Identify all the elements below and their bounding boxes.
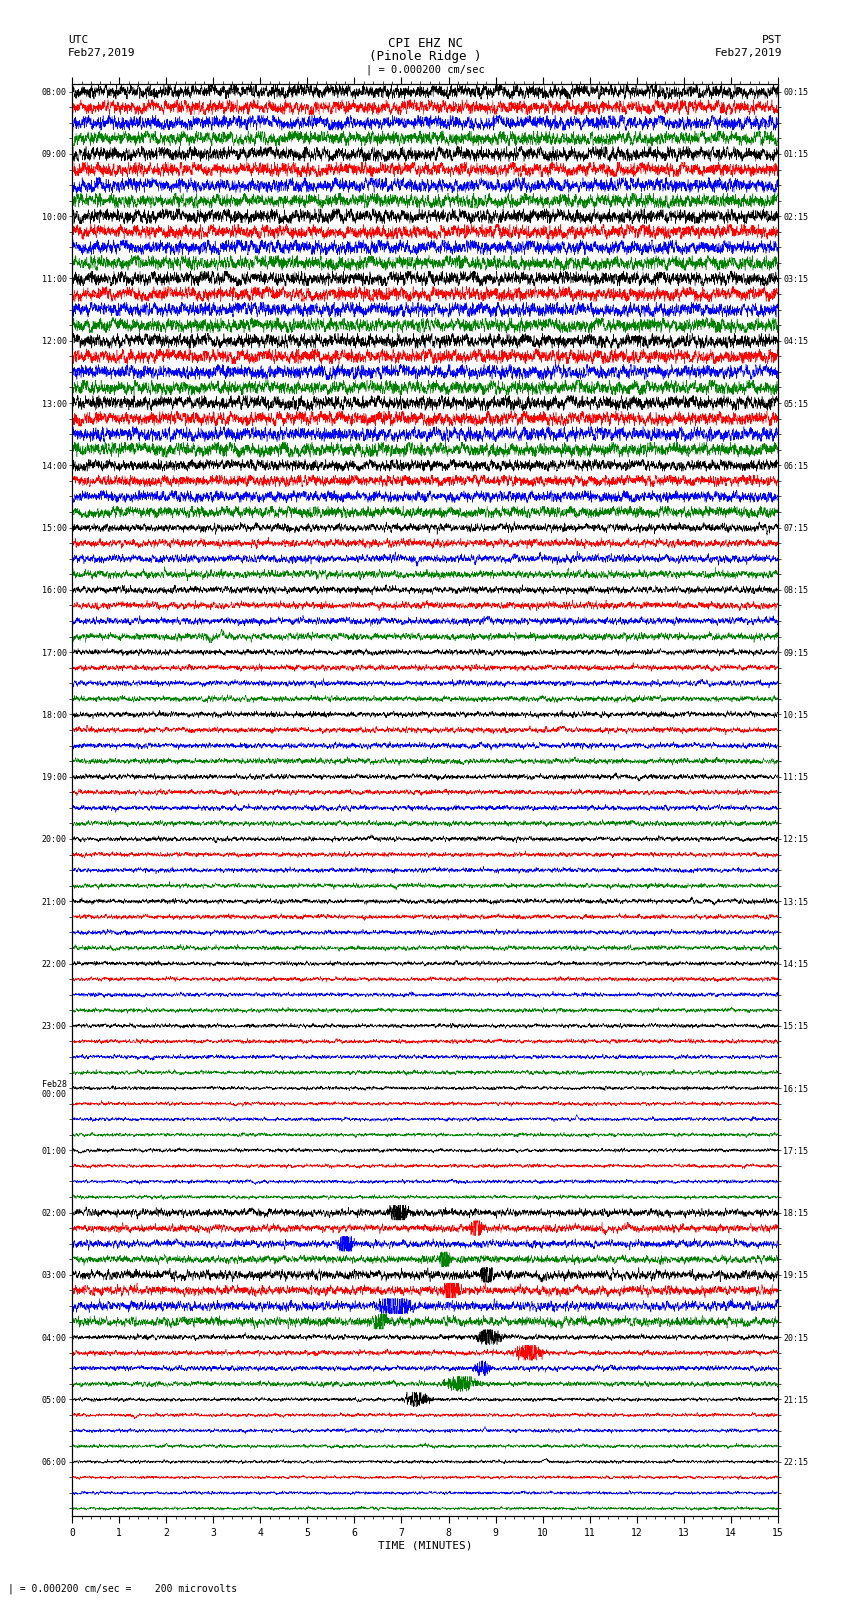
Text: (Pinole Ridge ): (Pinole Ridge ) <box>369 50 481 63</box>
Text: PST: PST <box>762 35 782 45</box>
Text: Feb27,2019: Feb27,2019 <box>68 48 135 58</box>
Text: | = 0.000200 cm/sec: | = 0.000200 cm/sec <box>366 65 484 76</box>
X-axis label: TIME (MINUTES): TIME (MINUTES) <box>377 1540 473 1550</box>
Text: Feb27,2019: Feb27,2019 <box>715 48 782 58</box>
Text: | = 0.000200 cm/sec =    200 microvolts: | = 0.000200 cm/sec = 200 microvolts <box>8 1582 238 1594</box>
Text: CPI EHZ NC: CPI EHZ NC <box>388 37 462 50</box>
Text: UTC: UTC <box>68 35 88 45</box>
